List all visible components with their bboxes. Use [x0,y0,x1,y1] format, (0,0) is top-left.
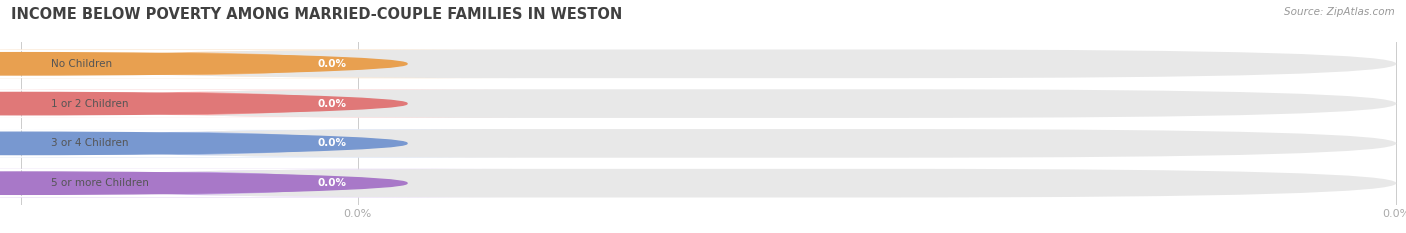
Circle shape [0,53,406,75]
FancyBboxPatch shape [0,129,516,158]
Text: 1 or 2 Children: 1 or 2 Children [51,99,128,109]
Text: 0.0%: 0.0% [318,138,347,148]
FancyBboxPatch shape [0,49,516,78]
Text: No Children: No Children [51,59,112,69]
FancyBboxPatch shape [21,49,1396,78]
FancyBboxPatch shape [21,89,1396,118]
Text: 3 or 4 Children: 3 or 4 Children [51,138,128,148]
Text: 5 or more Children: 5 or more Children [51,178,149,188]
Text: Source: ZipAtlas.com: Source: ZipAtlas.com [1284,7,1395,17]
Text: 0.0%: 0.0% [318,59,347,69]
FancyBboxPatch shape [0,169,516,198]
Text: 0.0%: 0.0% [318,178,347,188]
FancyBboxPatch shape [0,129,516,158]
Text: 0.0%: 0.0% [318,99,347,109]
FancyBboxPatch shape [0,89,516,118]
FancyBboxPatch shape [0,49,516,78]
FancyBboxPatch shape [21,169,1396,198]
Circle shape [0,132,406,154]
Circle shape [0,172,406,194]
FancyBboxPatch shape [0,89,516,118]
FancyBboxPatch shape [0,169,516,198]
Circle shape [0,93,406,115]
FancyBboxPatch shape [21,129,1396,158]
Text: INCOME BELOW POVERTY AMONG MARRIED-COUPLE FAMILIES IN WESTON: INCOME BELOW POVERTY AMONG MARRIED-COUPL… [11,7,623,22]
